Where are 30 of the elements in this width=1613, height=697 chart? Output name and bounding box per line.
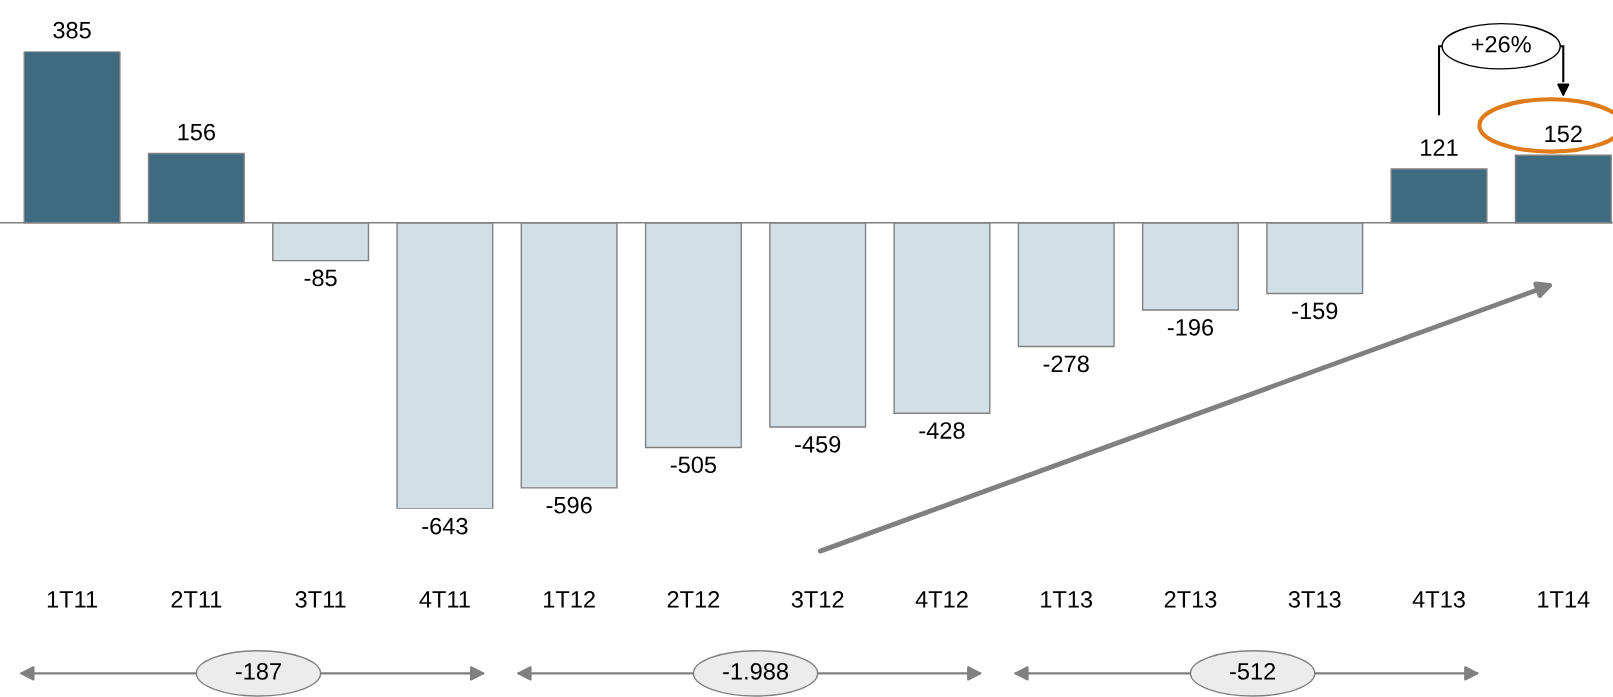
x-tick-label: 4T13 [1412, 591, 1465, 608]
data-label: -643 [422, 517, 468, 535]
x-tick-label: 1T11 [47, 591, 97, 608]
data-label: -196 [1167, 318, 1214, 336]
data-label: -278 [1043, 355, 1089, 373]
data-label: -459 [795, 435, 841, 453]
x-tick-label: 1T12 [544, 591, 595, 608]
x-tick-label: 2T13 [1164, 591, 1217, 608]
x-tick-label: 2T11 [171, 591, 222, 608]
data-label: 156 [178, 123, 215, 141]
annotation: +26% [1471, 35, 1531, 53]
data-label: -505 [670, 456, 717, 474]
x-tick-label: 4T11 [419, 591, 470, 608]
data-label: 121 [1421, 139, 1458, 156]
text: -1.988 [723, 662, 788, 680]
x-tick-label: 3T11 [295, 591, 346, 608]
x-tick-label: 2T12 [667, 591, 720, 608]
data-label: -85 [304, 269, 337, 287]
x-tick-label: 1T14 [1538, 591, 1590, 608]
x-tick-label: 3T13 [1288, 591, 1341, 608]
x-tick-label: 4T12 [915, 591, 968, 608]
text: -187 [235, 662, 281, 680]
data-label: -596 [546, 496, 592, 514]
data-label: -159 [1292, 302, 1338, 320]
x-tick-label: 3T12 [791, 591, 844, 608]
text: -512 [1230, 662, 1276, 680]
data-label: 152 [1545, 125, 1582, 143]
x-tick-label: 1T13 [1041, 591, 1093, 608]
data-label: -428 [919, 422, 965, 439]
data-label: 385 [53, 21, 91, 39]
